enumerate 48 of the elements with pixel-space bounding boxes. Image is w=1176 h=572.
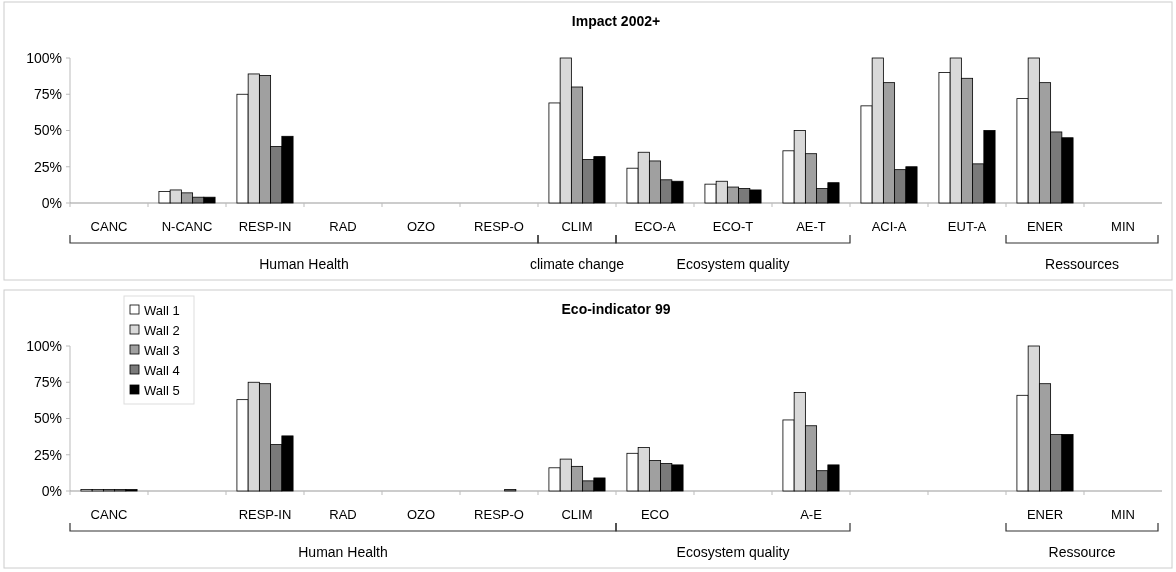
text: Ecosystem quality xyxy=(676,544,790,560)
x-tick-label: N-CANC xyxy=(161,219,213,234)
x-tick-label: AE-T xyxy=(796,219,826,234)
y-tick-label: 50% xyxy=(33,122,62,139)
x-tick-label: RESP-IN xyxy=(238,219,292,234)
x-tick-label: RAD xyxy=(329,507,357,522)
x-tick-label: CLIM xyxy=(561,507,593,522)
text: Human Health xyxy=(259,256,349,272)
y-tick-label: 0% xyxy=(41,482,62,499)
legend-label: Wall 2 xyxy=(144,322,180,338)
legend-label: Wall 4 xyxy=(144,362,180,378)
x-tick-label: A-E xyxy=(800,507,823,522)
x-tick-label: RESP-O xyxy=(474,507,524,522)
text: Human Health xyxy=(298,544,388,560)
text: Ressources xyxy=(1045,256,1119,272)
legend-label: Wall 1 xyxy=(144,302,180,318)
y-tick-label: 100% xyxy=(26,337,62,354)
text: Ecosystem quality xyxy=(676,256,790,272)
y-tick-label: 25% xyxy=(33,446,62,463)
text: Ressource xyxy=(1048,544,1116,560)
x-tick-label: ENER xyxy=(1026,219,1064,234)
x-tick-label: ECO-T xyxy=(712,219,754,234)
x-tick-label: ENER xyxy=(1026,507,1064,522)
y-tick-label: 100% xyxy=(26,49,62,66)
x-tick-label: MIN xyxy=(1111,507,1135,522)
text: climate change xyxy=(529,256,625,272)
x-tick-label: RESP-IN xyxy=(238,507,292,522)
legend-label: Wall 5 xyxy=(144,382,180,398)
x-tick-label: CANC xyxy=(90,219,128,234)
x-tick-label: EUT-A xyxy=(947,219,987,234)
x-tick-label: ECO xyxy=(640,507,670,522)
x-tick-label: OZO xyxy=(406,507,436,522)
x-tick-label: RAD xyxy=(329,219,357,234)
x-tick-label: RESP-O xyxy=(474,219,524,234)
x-tick-label: MIN xyxy=(1111,219,1135,234)
x-tick-label: OZO xyxy=(406,219,436,234)
y-tick-label: 0% xyxy=(41,194,62,211)
legend-label: Wall 3 xyxy=(144,342,180,358)
x-tick-label: ECO-A xyxy=(634,219,676,234)
y-tick-label: 75% xyxy=(33,86,62,103)
y-tick-label: 75% xyxy=(33,374,62,391)
y-tick-label: 25% xyxy=(33,158,62,175)
x-tick-label: CLIM xyxy=(561,219,593,234)
y-tick-label: 50% xyxy=(33,410,62,427)
x-tick-label: CANC xyxy=(90,507,128,522)
x-tick-label: ACI-A xyxy=(871,219,907,234)
chart-title: Eco-indicator 99 xyxy=(561,301,671,317)
chart-title: Impact 2002+ xyxy=(571,13,661,29)
